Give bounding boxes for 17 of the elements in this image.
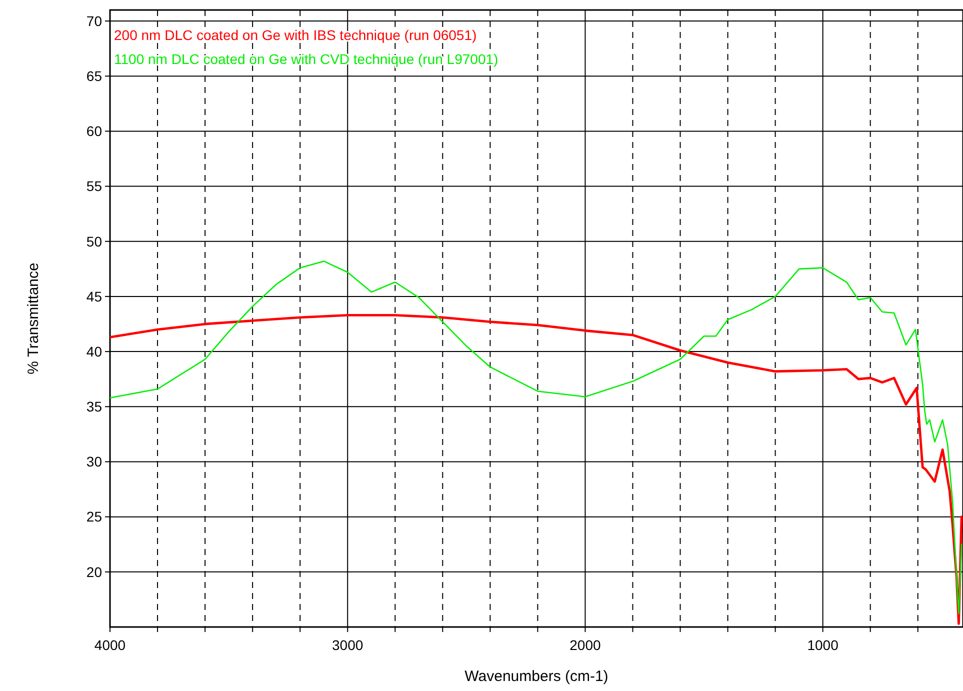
y-tick-label: 65	[86, 68, 102, 84]
y-tick-label: 40	[86, 343, 102, 360]
y-tick-label: 35	[86, 398, 102, 415]
y-tick-label: 60	[86, 123, 102, 140]
x-axis-title: Wavenumbers (cm-1)	[464, 668, 608, 685]
x-tick-label: 1000	[807, 637, 839, 653]
y-tick-label: 45	[86, 288, 102, 304]
y-axis-title: % Transmittance	[25, 262, 42, 374]
x-tick-label: 3000	[332, 637, 364, 653]
x-tick-label: 4000	[94, 637, 126, 653]
y-tick-label: 25	[86, 508, 102, 525]
x-tick-label: 2000	[570, 637, 601, 653]
y-tick-label: 55	[86, 178, 102, 194]
y-tick-label: 50	[86, 233, 102, 250]
y-tick-label: 70	[86, 12, 102, 29]
y-tick-label: 30	[86, 454, 102, 470]
y-tick-label: 20	[86, 564, 102, 580]
